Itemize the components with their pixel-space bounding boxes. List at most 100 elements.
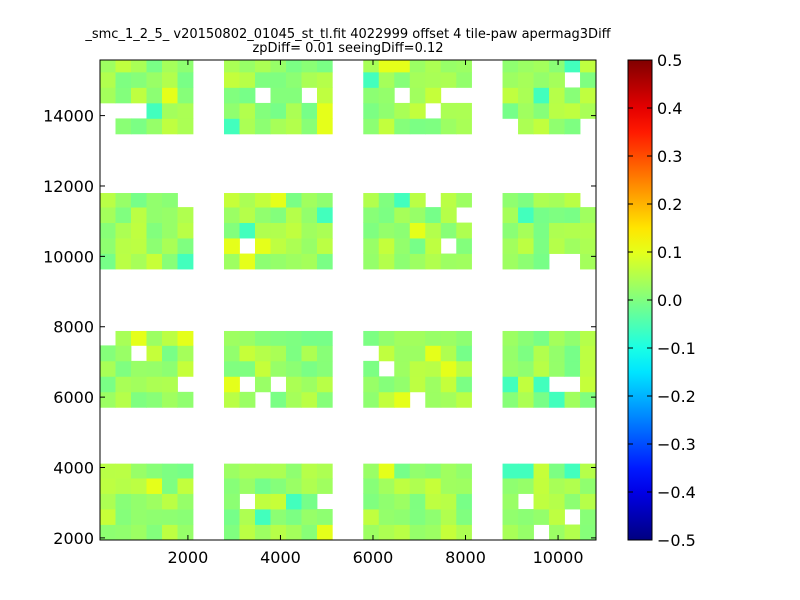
heatmap-cell [425,524,442,540]
heatmap-cell [580,60,596,73]
heatmap-cell [100,253,116,270]
heatmap-cell [270,509,287,525]
heatmap-cell [456,222,472,239]
heatmap-cell [131,524,147,540]
heatmap-cell [533,376,550,393]
heatmap-cell [518,509,534,525]
heatmap-cell [239,253,256,270]
heatmap-cell [363,509,380,525]
y-tick-label: 14000 [43,107,94,126]
heatmap-cell [162,118,178,135]
heatmap-cell [440,391,457,408]
heatmap-cell [270,463,287,479]
heatmap-cell [146,60,163,73]
heatmap-cell [394,376,411,393]
heatmap-cell [394,60,411,73]
heatmap-cell [270,391,287,408]
heatmap-cell [394,253,411,270]
heatmap-cell [394,478,411,494]
heatmap-cell [224,524,240,540]
heatmap-cell [286,478,302,494]
heatmap-cell [301,102,318,119]
heatmap-cell [425,493,442,510]
heatmap-cell [162,360,178,377]
heatmap-cell [239,60,256,73]
heatmap-cell [425,71,442,88]
heatmap-cell [456,463,472,479]
heatmap-cell [146,253,163,270]
heatmap-cell [301,524,318,540]
heatmap-cell [549,478,565,494]
heatmap-cell [518,60,534,73]
heatmap-cell [162,102,178,119]
heatmap-cell [549,391,565,408]
heatmap-cell [440,118,457,135]
heatmap-cell [456,524,472,540]
heatmap-cell [317,509,333,525]
heatmap-cell [533,222,550,239]
heatmap-cell [409,330,426,346]
colorbar-tick-label: −0.3 [657,435,696,454]
heatmap-cell [270,87,287,104]
heatmap-cell [378,238,395,254]
heatmap-cell [363,330,380,346]
heatmap-cell [440,345,457,362]
heatmap-cell [378,253,395,270]
colorbar-tick-label: 0.4 [657,99,682,118]
heatmap-cell [564,60,581,73]
heatmap-cell [425,87,442,104]
y-tick-label: 12000 [43,177,94,196]
heatmap-cell [286,360,302,377]
y-tick-label: 10000 [43,247,94,266]
heatmap-cell [549,509,565,525]
heatmap-cell [425,360,442,377]
heatmap-cell [131,193,147,208]
heatmap-cell [301,253,318,270]
heatmap-cell [378,71,395,88]
heatmap-cell [533,102,550,119]
heatmap-cell [177,118,194,135]
heatmap-cell [177,330,194,346]
heatmap-cell [131,87,147,104]
heatmap-cell [363,360,380,377]
heatmap-cell [146,524,163,540]
heatmap-cell [440,193,457,208]
heatmap-cell [146,509,163,525]
heatmap-cell [146,71,163,88]
heatmap-cell [394,330,411,346]
heatmap-cell [378,207,395,223]
x-tick-label: 8000 [445,548,486,567]
heatmap-cell [131,222,147,239]
heatmap-cell [456,193,472,208]
heatmap-cell [162,87,178,104]
heatmap-cell [131,207,147,223]
heatmap-cell [317,478,333,494]
heatmap-cell [456,330,472,346]
heatmap-cell [301,360,318,377]
heatmap-cell [146,222,163,239]
heatmap-cell [115,478,132,494]
heatmap-cell [564,238,581,254]
heatmap-cell [564,524,581,540]
heatmap-cell [255,360,271,377]
heatmap-cell [177,345,194,362]
heatmap-cell [564,478,581,494]
heatmap-cell [224,60,240,73]
heatmap-cell [564,463,581,479]
heatmap-cell [378,493,395,510]
x-tick-label: 2000 [168,548,209,567]
y-tick-label: 8000 [53,318,94,337]
heatmap-cell [317,376,333,393]
heatmap-cell [564,118,581,135]
heatmap-cell [286,524,302,540]
heatmap-cell [363,207,380,223]
heatmap-cell [456,118,472,135]
heatmap-cell [255,493,271,510]
heatmap-cell [301,478,318,494]
heatmap-cell [270,360,287,377]
heatmap-cell [317,345,333,362]
heatmap-cell [317,71,333,88]
heatmap-cell [224,330,240,346]
heatmap-cell [115,330,132,346]
heatmap-cell [317,193,333,208]
